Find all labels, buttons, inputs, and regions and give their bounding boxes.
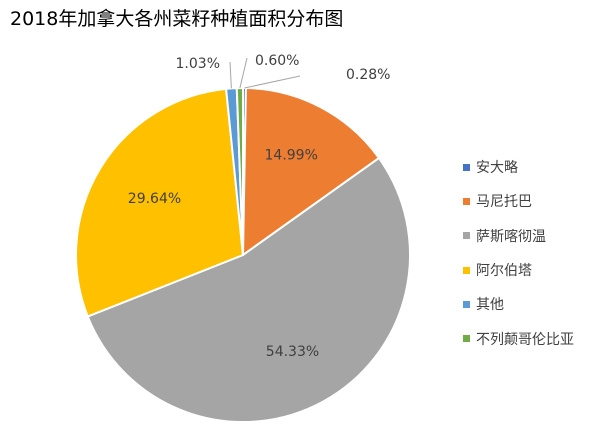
data-label-1: 14.99% — [265, 147, 318, 163]
legend-swatch-3 — [463, 266, 470, 274]
leader-line-4 — [229, 61, 232, 89]
legend-swatch-0 — [463, 163, 470, 171]
pie-slice-5 — [235, 87, 244, 256]
leader-line-0 — [244, 75, 301, 89]
legend-label-1: 马尼托巴 — [476, 194, 532, 211]
data-label-4: 1.03% — [176, 56, 220, 72]
legend-swatch-5 — [463, 335, 470, 343]
legend-swatch-2 — [463, 232, 470, 240]
legend-label-5: 不列颠哥伦比亚 — [476, 331, 574, 348]
legend-swatch-4 — [463, 300, 470, 308]
legend-label-2: 萨斯喀彻温 — [476, 228, 546, 245]
legend-item-5: 不列颠哥伦比亚 — [463, 321, 611, 355]
data-label-5: 0.60% — [255, 53, 299, 69]
pie-slice-1 — [242, 87, 380, 256]
pie-slice-2 — [86, 157, 411, 423]
data-label-2: 54.33% — [266, 344, 319, 360]
legend-item-2: 萨斯喀彻温 — [463, 219, 611, 253]
data-label-0: 0.28% — [346, 67, 390, 83]
legend-swatch-1 — [463, 197, 470, 205]
legend-item-4: 其他 — [463, 287, 611, 321]
data-label-3: 29.64% — [128, 191, 181, 207]
leader-line-5 — [239, 57, 248, 89]
legend-item-0: 安大略 — [463, 150, 611, 184]
legend-label-3: 阿尔伯塔 — [476, 263, 532, 280]
pie-slice-3 — [75, 87, 244, 318]
chart-title: 2018年加拿大各州菜籽种植面积分布图 — [10, 8, 344, 30]
legend-label-4: 其他 — [476, 297, 504, 314]
chart-legend: 安大略马尼托巴萨斯喀彻温阿尔伯塔其他不列颠哥伦比亚 — [463, 150, 611, 356]
legend-item-3: 阿尔伯塔 — [463, 253, 611, 287]
legend-item-1: 马尼托巴 — [463, 184, 611, 218]
legend-label-0: 安大略 — [476, 160, 518, 177]
